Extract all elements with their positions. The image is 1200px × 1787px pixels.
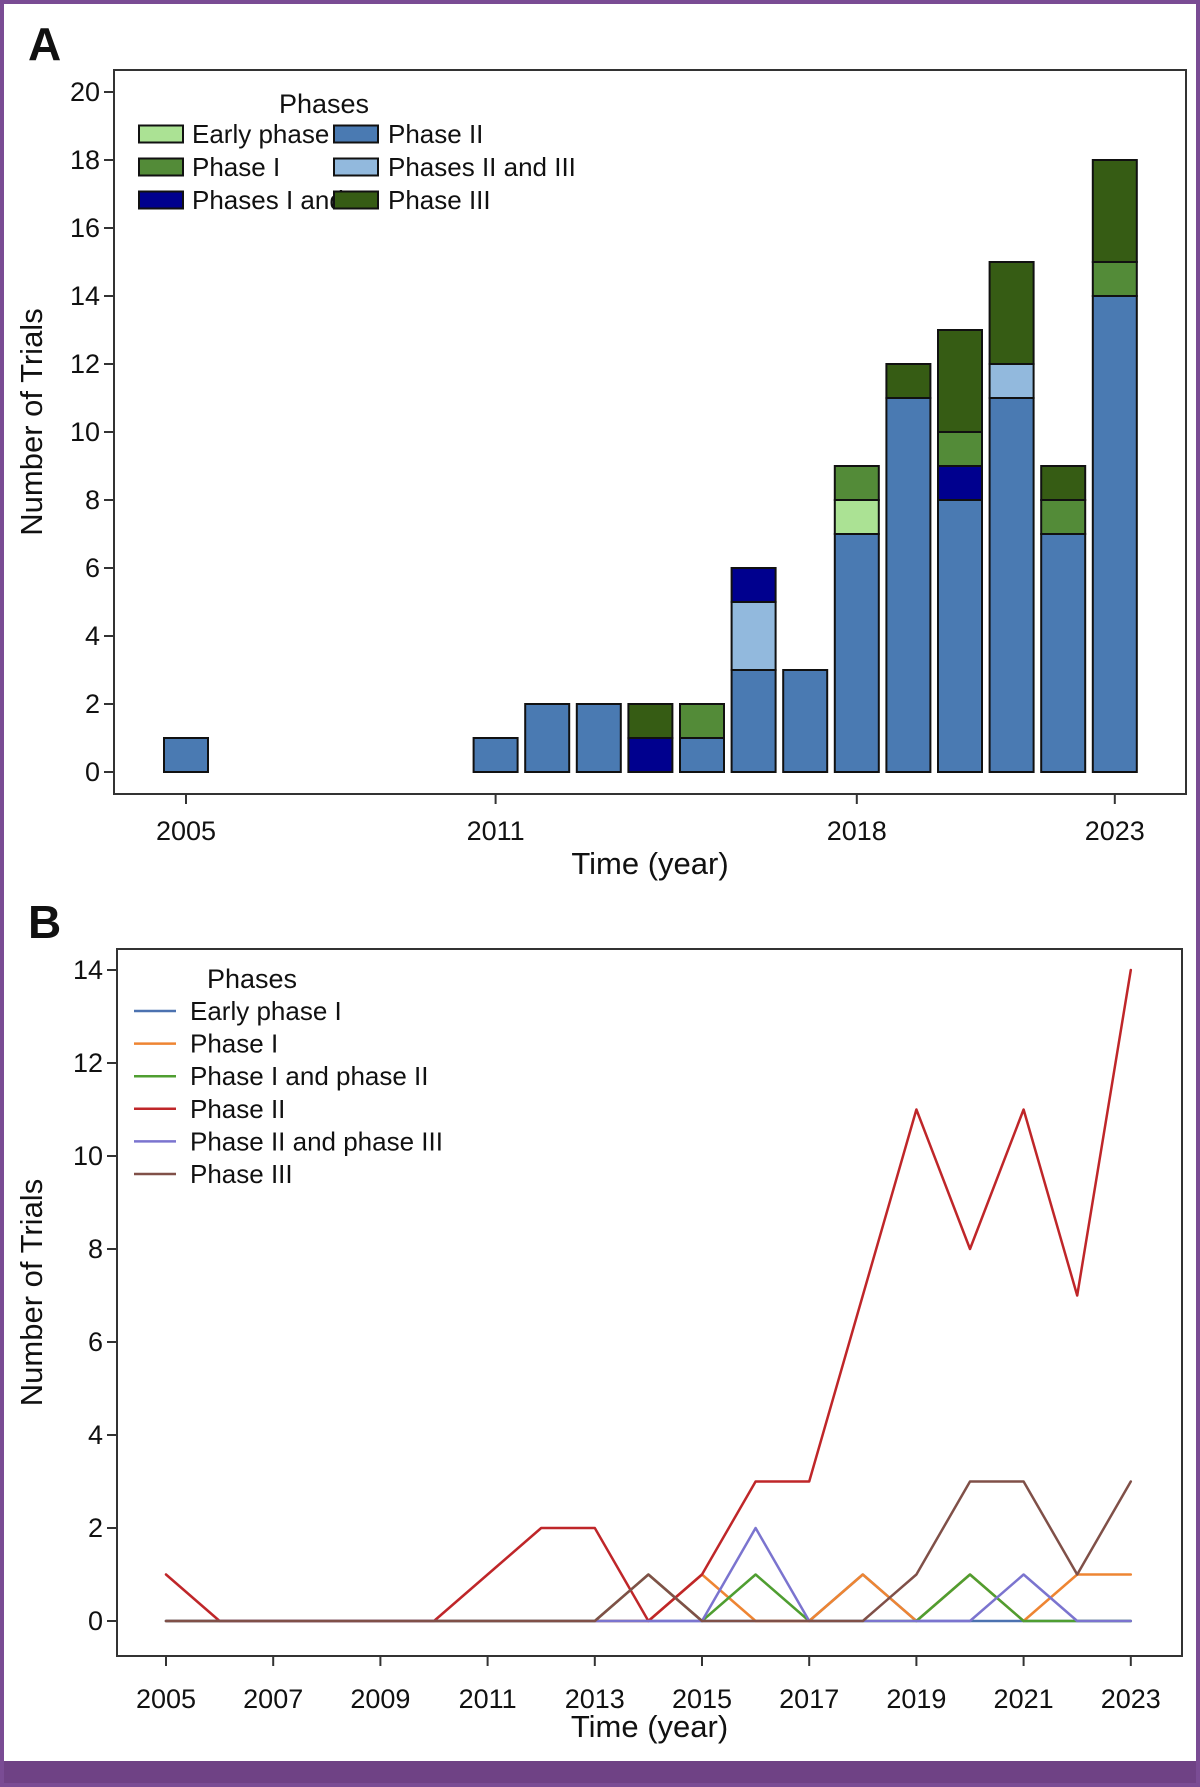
legend-a-label-phase-ii: Phase II — [388, 119, 483, 149]
panel-a-legend-title: Phases — [279, 89, 369, 119]
legend-a-swatch-phase-ii — [333, 124, 379, 144]
legend-b-label-early-phase-i: Early phase I — [190, 996, 342, 1026]
bar-segment-2016-phase-ii — [730, 669, 777, 773]
panel-b-x-axis-title: Time (year) — [571, 1709, 728, 1744]
panel-b-y-axis-title: Number of Trials — [14, 1179, 49, 1406]
legend-a-swatch-phase-iii — [333, 190, 379, 210]
panel-b-x-tick-label: 2005 — [136, 1684, 196, 1714]
panel-b-x-tick-label: 2015 — [672, 1684, 732, 1714]
panel-b-x-tick-label: 2007 — [243, 1684, 303, 1714]
legend-a-swatch-phase-i — [138, 157, 184, 177]
bar-segment-2020-phase-iii — [937, 329, 983, 433]
legend-a-label-early-phase-i: Early phase I — [192, 119, 344, 149]
bar-segment-2011-phase-ii — [472, 737, 519, 773]
panel-b-line-early-phase-i — [164, 1573, 1133, 1623]
panel-a-y-tick-label: 8 — [85, 485, 100, 515]
panel-b-line-phase-i — [164, 1573, 1133, 1623]
bar-segment-2021-phase-iii — [988, 261, 1035, 365]
legend-b-label-phase-i: Phase I — [190, 1029, 278, 1059]
bar-segment-2022-phase-i — [1040, 499, 1087, 535]
bar-segment-2023-phase-ii — [1091, 295, 1138, 773]
panel-b-line-phase-iii — [164, 1480, 1133, 1623]
panel-b-line-phase-i-and-phase-ii — [164, 1573, 1133, 1623]
panel-a-x-tick-label: 2018 — [827, 816, 887, 846]
bar-segment-2021-phases-ii-and-iii — [988, 363, 1035, 399]
bar-segment-2016-phases-ii-and-iii — [730, 601, 777, 671]
bar-segment-2022-phase-ii — [1040, 533, 1087, 773]
bar-segment-2015-phase-ii — [679, 737, 725, 773]
panel-a-y-axis-title: Number of Trials — [14, 308, 49, 535]
bar-segment-2021-phase-ii — [988, 397, 1035, 773]
bar-segment-2018-phase-i — [833, 465, 880, 501]
panel-b-x-tick-label: 2009 — [350, 1684, 410, 1714]
legend-a-label-phase-i: Phase I — [192, 152, 280, 182]
bar-segment-2018-early-phase-i — [833, 499, 880, 535]
bar-segment-2020-phase-ii — [937, 499, 983, 773]
footer-purple-band — [4, 1761, 1196, 1783]
panel-b-x-tick-label: 2019 — [886, 1684, 946, 1714]
bar-segment-2018-phase-ii — [833, 533, 880, 773]
panel-a-y-tick-label: 6 — [85, 553, 100, 583]
panel-b-y-tick-label: 14 — [73, 955, 103, 985]
panel-b-x-tick-label: 2013 — [565, 1684, 625, 1714]
bar-segment-2016-phases-i-and-ii — [730, 567, 777, 603]
panel-b-y-tick-label: 8 — [88, 1234, 103, 1264]
legend-a-label-phases-ii-and-iii: Phases II and III — [388, 152, 576, 182]
panel-a-y-tick-label: 16 — [70, 213, 100, 243]
panel-a-y-tick-label: 10 — [70, 417, 100, 447]
bar-segment-2013-phase-ii — [575, 703, 622, 773]
panel-b-y-tick-label: 0 — [88, 1606, 103, 1636]
panel-b-legend-title: Phases — [207, 964, 297, 994]
bar-segment-2014-phases-i-and-ii — [627, 737, 674, 773]
panel-a-y-tick-label: 20 — [70, 77, 100, 107]
bar-segment-2019-phase-ii — [885, 397, 932, 773]
panel-a-x-tick-label: 2011 — [467, 816, 525, 846]
panel-b-plot-box — [116, 948, 1183, 1657]
legend-b-label-phase-ii: Phase II — [190, 1094, 285, 1124]
bar-segment-2023-phase-iii — [1091, 159, 1138, 263]
panel-b-x-tick-label: 2011 — [459, 1684, 517, 1714]
panel-b-y-tick-label: 6 — [88, 1327, 103, 1357]
bar-segment-2005-phase-ii — [163, 737, 209, 773]
bar-segment-2017-phase-ii — [782, 669, 829, 773]
panel-a-y-tick-label: 14 — [70, 281, 100, 311]
panel-b-y-tick-label: 4 — [88, 1420, 103, 1450]
panel-a-y-tick-label: 4 — [85, 621, 100, 651]
panel-a-y-tick-label: 18 — [70, 145, 100, 175]
bar-segment-2023-phase-i — [1091, 261, 1138, 297]
legend-a-swatch-phases-ii-and-iii — [333, 157, 379, 177]
panel-a-y-tick-label: 2 — [85, 689, 100, 719]
legend-b-label-phase-ii-and-phase-iii: Phase II and phase III — [190, 1126, 443, 1156]
bar-segment-2014-phase-iii — [627, 703, 674, 739]
bar-segment-2019-phase-iii — [885, 363, 932, 399]
panel-a-x-tick-label: 2023 — [1085, 816, 1145, 846]
panel-b-label: B — [28, 896, 61, 948]
panel-a-y-tick-label: 0 — [85, 757, 100, 787]
panel-b-x-tick-label: 2023 — [1101, 1684, 1161, 1714]
legend-a-swatch-early-phase-i — [138, 124, 184, 144]
bar-segment-2012-phase-ii — [524, 703, 571, 773]
panel-a-x-axis-title: Time (year) — [571, 846, 728, 881]
panel-b-x-tick-label: 2017 — [779, 1684, 839, 1714]
panel-b-y-tick-label: 2 — [88, 1513, 103, 1543]
bar-segment-2022-phase-iii — [1040, 465, 1087, 501]
panel-b-y-tick-label: 12 — [73, 1048, 103, 1078]
panel-a-label: A — [28, 18, 61, 70]
legend-b-label-phase-iii: Phase III — [190, 1159, 293, 1189]
panel-b-x-tick-label: 2021 — [994, 1684, 1054, 1714]
legend-a-label-phase-iii: Phase III — [388, 185, 491, 215]
bar-segment-2015-phase-i — [679, 703, 725, 739]
legend-b-label-phase-i-and-phase-ii: Phase I and phase II — [190, 1061, 429, 1091]
panel-b-y-tick-label: 10 — [73, 1141, 103, 1171]
legend-a-swatch-phases-i-and-ii — [138, 190, 184, 210]
panel-a-y-tick-label: 12 — [70, 349, 100, 379]
bar-segment-2020-phase-i — [937, 431, 983, 467]
panel-a-x-tick-label: 2005 — [156, 816, 216, 846]
bar-segment-2020-phases-i-and-ii — [937, 465, 983, 501]
